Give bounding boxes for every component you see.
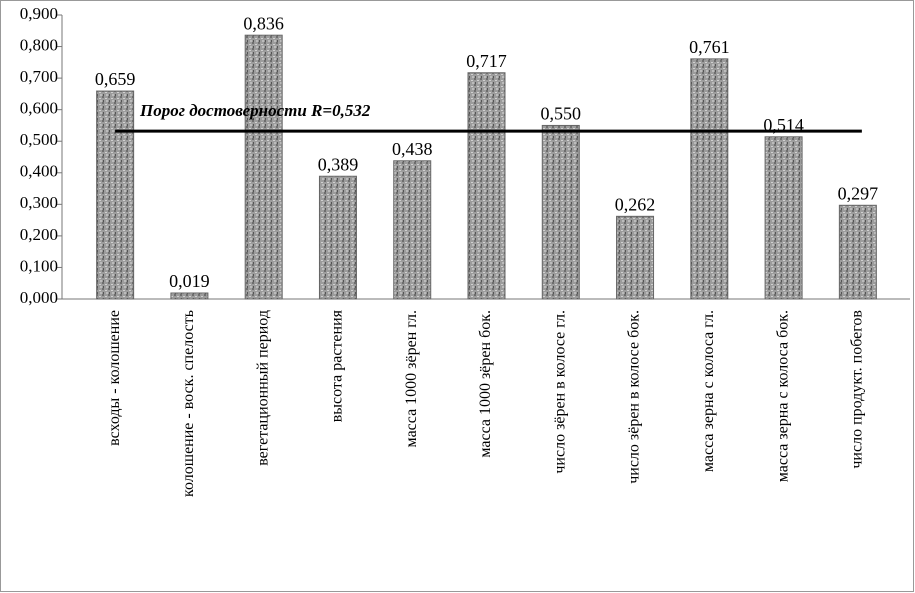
y-tick-label: 0,200 (20, 225, 58, 244)
bar-texture (838, 204, 877, 300)
value-label: 0,389 (318, 154, 359, 174)
value-label: 0,438 (392, 139, 433, 159)
value-label: 0,297 (838, 183, 879, 203)
y-tick-label: 0,600 (20, 99, 58, 118)
y-tick-label: 0,000 (20, 288, 58, 307)
y-tick-label: 0,100 (20, 256, 58, 275)
x-tick-label: масса зерна с колоса бок. (774, 310, 791, 482)
x-tick-label: колошение - воск. спелость (180, 310, 197, 497)
bar-texture (690, 58, 729, 300)
value-label: 0,659 (95, 69, 136, 89)
x-tick-label: всходы - колошение (106, 310, 123, 446)
bar-texture (318, 175, 357, 300)
bar-texture (541, 124, 580, 300)
value-label: 0,550 (541, 104, 582, 124)
value-label: 0,717 (466, 51, 507, 71)
x-tick-label: число зёрен в колосе бок. (626, 310, 643, 484)
bar-texture (96, 90, 135, 300)
bar-texture (244, 34, 283, 300)
x-tick-label: вегетационный период (254, 310, 271, 466)
y-tick-label: 0,300 (20, 193, 58, 212)
x-tick-label: число зёрен в колосе гл. (551, 310, 568, 474)
bar-texture (467, 72, 506, 300)
y-tick-label: 0,500 (20, 130, 58, 149)
y-tick-label: 0,400 (20, 162, 58, 181)
x-tick-label: высота растения (329, 309, 346, 422)
bar-texture (764, 136, 803, 300)
bar-texture (170, 292, 209, 300)
value-label: 0,761 (689, 37, 730, 57)
threshold-label: Порог достоверности R=0,532 (139, 101, 371, 120)
value-label: 0,262 (615, 194, 656, 214)
x-tick-label: число продукт. побегов (849, 310, 866, 469)
x-tick-label: масса зерна с колоса гл. (700, 310, 717, 472)
x-tick-label: масса 1000 зёрен бок. (477, 310, 494, 458)
bar-texture (393, 160, 432, 300)
x-tick-label: масса 1000 зёрен гл. (403, 310, 420, 447)
value-label: 0,019 (169, 271, 210, 291)
bar-texture (616, 215, 655, 300)
y-tick-label: 0,700 (20, 67, 58, 86)
value-label: 0,836 (243, 13, 284, 33)
y-tick-label: 0,900 (20, 4, 58, 23)
y-tick-label: 0,800 (20, 35, 58, 54)
